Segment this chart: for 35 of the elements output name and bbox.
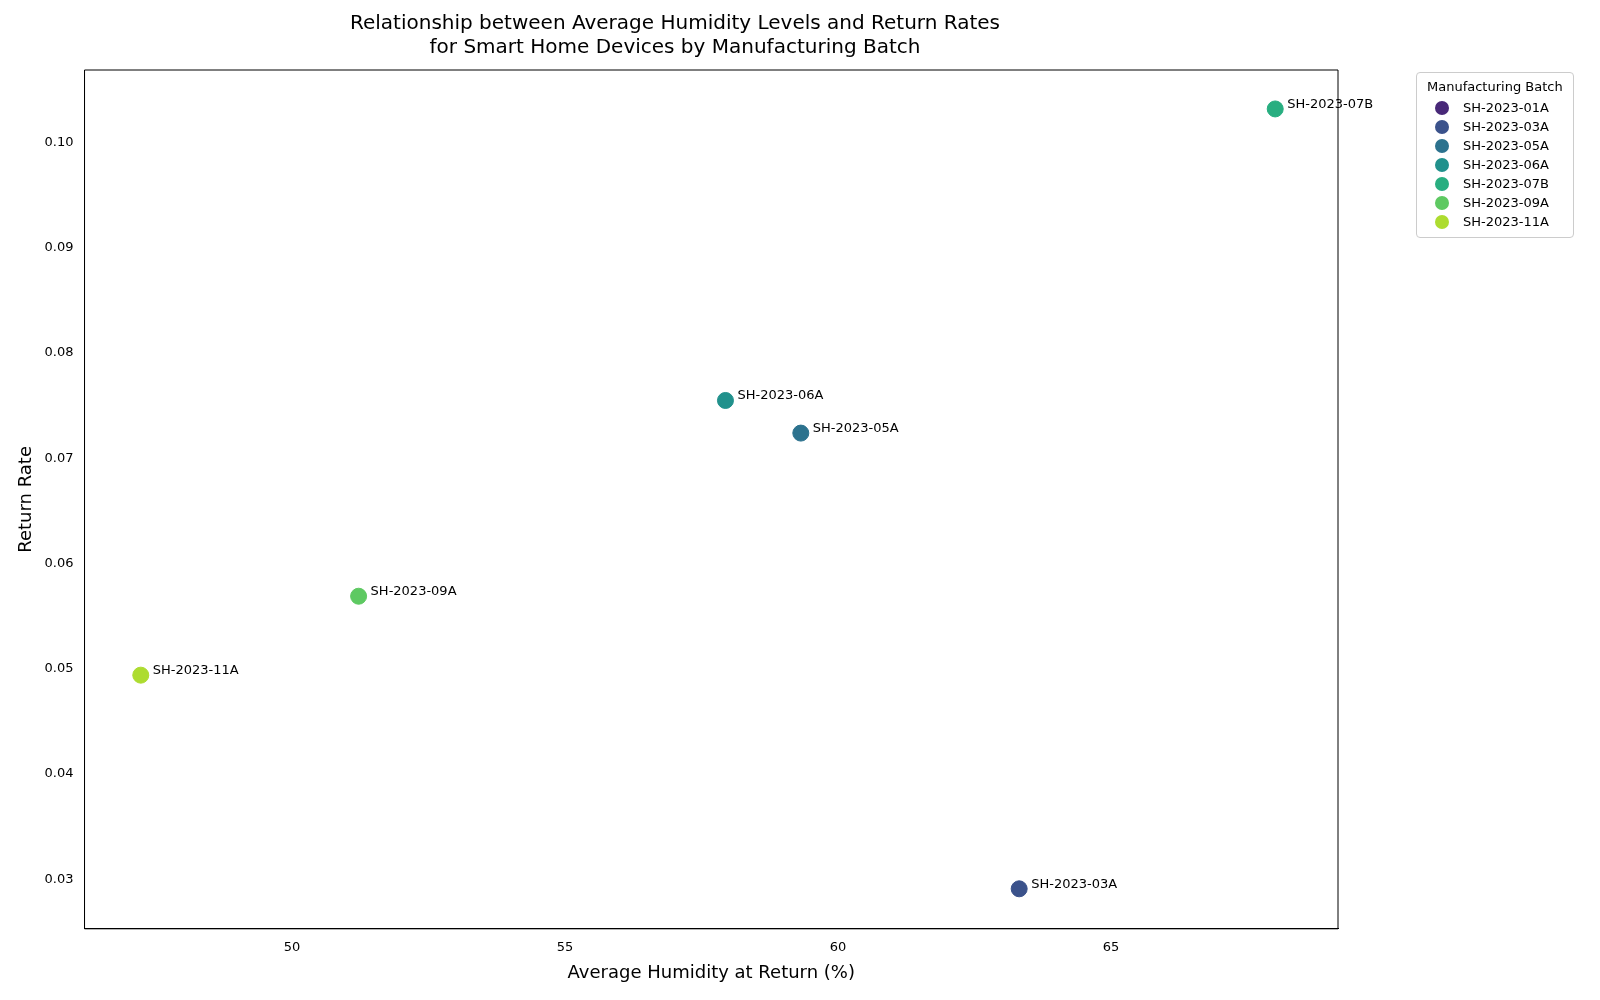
legend-label: SH-2023-05A [1463,138,1549,153]
x-tick-label: 60 [829,938,847,954]
y-tick-label: 0.08 [44,344,74,360]
point [1266,100,1284,118]
x-tick-label: 55 [556,938,574,954]
legend-label: SH-2023-06A [1463,157,1549,172]
y-axis-title: Return Rate [14,446,36,553]
legend-label: SH-2023-03A [1463,119,1549,134]
x-axis-title: Average Humidity at Return (%) [567,960,855,982]
text: SH-2023-07B [1287,95,1374,111]
y-tick-label: 0.03 [44,870,74,886]
x-tick-label: 50 [283,938,301,954]
legend-title: Manufacturing Batch [1427,79,1563,94]
point [1010,880,1028,898]
point [132,666,150,684]
y-tick-label: 0.10 [44,133,74,149]
x-tick-label: 65 [1102,938,1120,954]
legend-label: SH-2023-11A [1463,214,1549,229]
text: SH-2023-05A [812,419,899,435]
text: SH-2023-03A [1031,875,1118,891]
text: SH-2023-09A [370,583,457,599]
point [792,424,810,442]
point [350,587,368,605]
y-tick-label: 0.05 [44,660,74,676]
y-tick-label: 0.06 [44,554,74,570]
y-tick-label: 0.07 [44,449,74,465]
legend-label: SH-2023-09A [1463,195,1549,210]
y-tick-label: 0.04 [44,765,74,781]
chart-title: Relationship between Average Humidity Levels and Return Rates for Smart Home Devices by Manufacturing Batch [349,10,1001,59]
legend-label: SH-2023-07B [1463,176,1549,191]
text: SH-2023-11A [152,662,239,678]
text: SH-2023-06A [737,387,824,403]
y-tick-label: 0.09 [44,239,74,255]
point [716,391,734,409]
legend-label: SH-2023-01A [1463,100,1549,115]
